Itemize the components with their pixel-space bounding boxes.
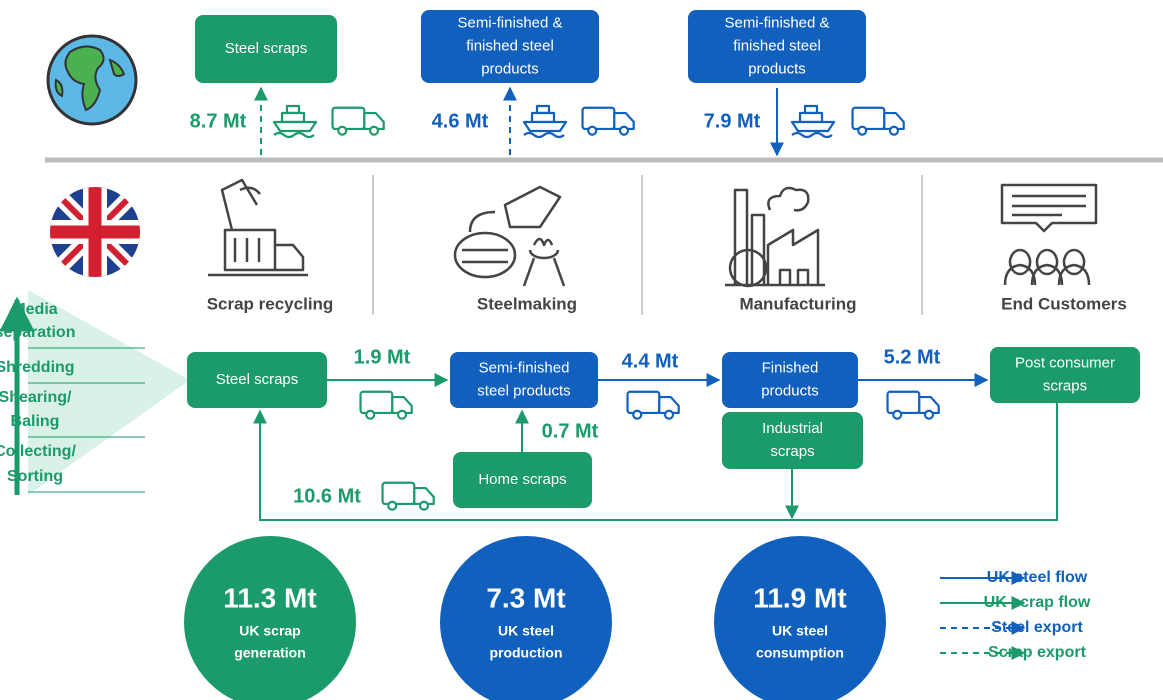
box-label: Post consumer xyxy=(1015,354,1115,371)
process-label: Shredding xyxy=(0,359,75,376)
flow-value: 7.9 Mt xyxy=(704,110,761,132)
flow-box xyxy=(187,352,327,408)
process-label: Media xyxy=(12,301,57,318)
uk-flag xyxy=(50,187,140,277)
flow-box xyxy=(195,15,337,83)
process-label: Sorting xyxy=(7,468,63,485)
stage-label: Steelmaking xyxy=(477,294,577,313)
legend-label: UK scrap flow xyxy=(984,594,1091,611)
legend-label: Scrap export xyxy=(988,644,1086,661)
flow-value: 1.9 Mt xyxy=(354,346,411,368)
total-label: UK steel xyxy=(498,623,554,639)
total-value: 7.3 Mt xyxy=(486,582,565,613)
flow-value: 8.7 Mt xyxy=(190,110,247,132)
truck-icon xyxy=(359,390,413,420)
truck-icon xyxy=(581,106,635,136)
total-value: 11.9 Mt xyxy=(753,582,846,613)
box-label: finished steel xyxy=(466,37,554,54)
truck-icon xyxy=(626,390,680,420)
box-label: scraps xyxy=(770,443,814,460)
box-label: Semi-finished & xyxy=(457,14,562,31)
flow-arrow xyxy=(253,403,1058,521)
flag-cross-red xyxy=(50,187,140,277)
process-label: separation xyxy=(0,324,75,341)
flow-box xyxy=(450,352,598,408)
box-label: products xyxy=(761,382,819,399)
flow-value: 4.6 Mt xyxy=(432,110,489,132)
process-label: Baling xyxy=(11,413,60,430)
process-label: Shearing/ xyxy=(0,389,72,406)
steelmaking-icon xyxy=(453,185,566,287)
stage-label: Manufacturing xyxy=(739,294,856,313)
truck-icon xyxy=(886,390,940,420)
legend-label: Steel export xyxy=(991,619,1083,636)
box-label: Steel scraps xyxy=(216,371,299,388)
total-label: consumption xyxy=(756,645,844,661)
total-label: UK steel xyxy=(772,623,828,639)
flow-value: 10.6 Mt xyxy=(293,485,361,507)
total-value: 11.3 Mt xyxy=(223,582,316,613)
flow-box xyxy=(722,412,863,469)
box-label: Home scraps xyxy=(478,471,566,488)
total-label: UK scrap xyxy=(239,623,300,639)
flow-value: 4.4 Mt xyxy=(622,350,679,372)
box-label: finished steel xyxy=(733,37,821,54)
ship-icon xyxy=(272,104,318,139)
legend-label: UK steel flow xyxy=(987,569,1088,586)
box-label: steel products xyxy=(477,382,570,399)
total-label: generation xyxy=(234,645,306,661)
process-funnel xyxy=(28,290,190,495)
box-label: Industrial xyxy=(762,420,823,437)
box-label: products xyxy=(481,60,539,77)
total-circle xyxy=(440,536,612,700)
flow-box xyxy=(421,10,599,83)
truck-icon xyxy=(851,106,905,136)
box-label: Steel scraps xyxy=(225,40,308,57)
total-label: production xyxy=(489,645,562,661)
box-label: products xyxy=(748,60,806,77)
box-label: scraps xyxy=(1043,377,1087,394)
manufacturing-icon xyxy=(725,186,825,288)
process-label: Collecting/ xyxy=(0,443,76,460)
recycling-icon xyxy=(208,178,308,277)
flow-box xyxy=(990,347,1140,403)
stage-label: End Customers xyxy=(1001,294,1127,313)
ship-icon xyxy=(790,104,836,139)
flow-box xyxy=(722,352,858,408)
truck-icon xyxy=(381,481,435,511)
stage-label: Scrap recycling xyxy=(207,294,334,313)
truck-icon xyxy=(331,106,385,136)
total-circle xyxy=(184,536,356,700)
total-circle xyxy=(714,536,886,700)
customers-icon xyxy=(1000,183,1098,286)
flow-value: 0.7 Mt xyxy=(542,420,599,442)
box-label: Finished xyxy=(762,359,819,376)
ship-icon xyxy=(522,104,568,139)
flow-value: 5.2 Mt xyxy=(884,346,941,368)
flow-box xyxy=(688,10,866,83)
box-label: Semi-finished & xyxy=(724,14,829,31)
globe-land xyxy=(54,45,126,112)
box-label: Semi-finished xyxy=(479,359,570,376)
flow-box xyxy=(453,452,592,508)
